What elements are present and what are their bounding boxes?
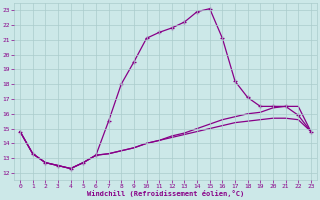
X-axis label: Windchill (Refroidissement éolien,°C): Windchill (Refroidissement éolien,°C) [87, 190, 244, 197]
